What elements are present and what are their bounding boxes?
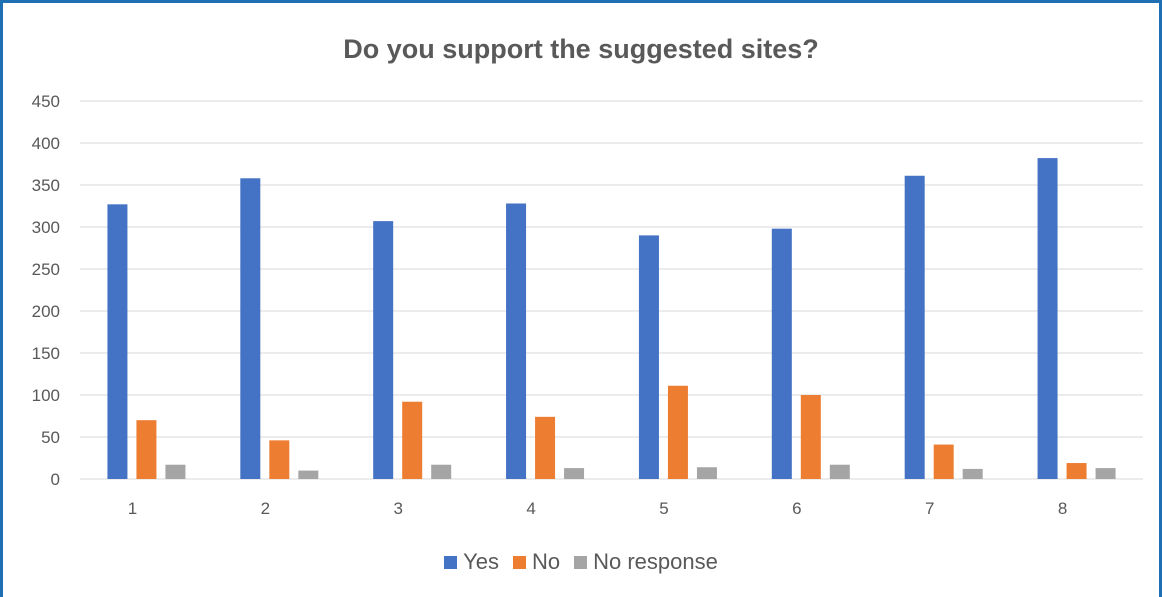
bar-no-response-1 [165,464,186,479]
bar-yes-2 [240,178,261,479]
x-tick-label: 4 [526,499,535,518]
bar-no-1 [136,420,157,479]
bar-no-response-7 [962,468,983,479]
bar-yes-6 [771,228,792,479]
bar-yes-7 [904,175,925,479]
legend-swatch-no [513,555,526,569]
bar-no-6 [800,395,821,479]
legend-label-yes: Yes [463,549,499,574]
bar-no-response-5 [696,467,717,479]
bar-no-8 [1066,463,1087,479]
legend-item-yes: Yes [444,549,499,575]
bar-no-response-8 [1095,468,1116,479]
y-tick-label: 450 [32,92,60,111]
bar-no-response-6 [829,464,850,479]
x-tick-label: 3 [393,499,402,518]
bar-yes-8 [1037,158,1058,479]
bar-no-response-3 [431,464,452,479]
y-tick-label: 100 [32,386,60,405]
y-tick-label: 300 [32,218,60,237]
bar-no-7 [933,444,954,479]
bar-yes-4 [506,203,527,480]
x-tick-label: 7 [925,499,934,518]
bar-no-response-4 [564,468,585,479]
y-tick-label: 200 [32,302,60,321]
y-tick-label: 400 [32,134,60,153]
legend-label-no: No [532,549,561,574]
bar-yes-1 [107,204,128,479]
legend-swatch-no-response [574,555,588,569]
bar-no-5 [667,385,688,479]
chart-title: Do you support the suggested sites? [343,34,819,64]
bar-yes-5 [638,235,659,479]
legend-label-no-response: No response [593,549,718,574]
bar-no-4 [535,416,556,479]
bar-yes-3 [373,221,394,479]
x-tick-label: 6 [792,499,801,518]
x-tick-label: 1 [128,499,137,518]
bar-no-3 [402,401,423,479]
x-tick-label: 2 [261,499,270,518]
x-tick-label: 5 [659,499,668,518]
legend-item-no: No [513,549,560,575]
y-tick-label: 350 [32,176,60,195]
y-tick-label: 50 [41,428,60,447]
bar-no-2 [269,440,290,479]
y-tick-label: 0 [51,470,60,489]
y-tick-label: 150 [32,344,60,363]
legend-swatch-yes [444,555,458,569]
x-tick-label: 8 [1058,499,1067,518]
chart-legend: Yes No No response [0,549,1162,575]
y-tick-label: 250 [32,260,60,279]
legend-item-no-response: No response [574,549,718,575]
bar-no-response-2 [298,470,319,479]
